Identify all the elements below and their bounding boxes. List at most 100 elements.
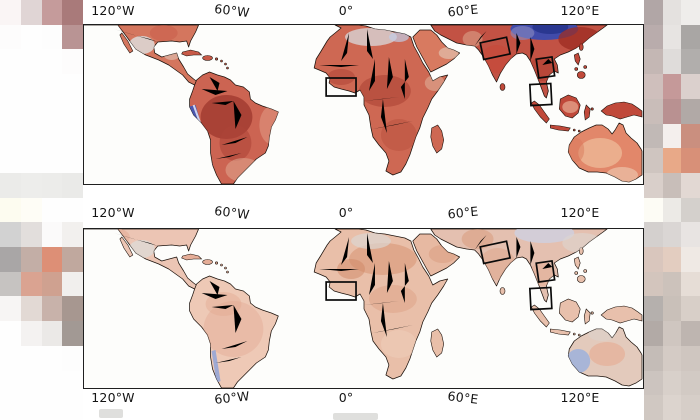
longitude-ticks-middle: 120°W 60°W 0° 60°E 120°E xyxy=(0,203,700,225)
mosaic-cell xyxy=(662,74,682,99)
mosaic-cell xyxy=(0,296,21,322)
mosaic-cell xyxy=(681,74,700,99)
tick-label: 120°E xyxy=(560,390,600,405)
mosaic-cell xyxy=(0,98,21,124)
mosaic-cell xyxy=(681,24,700,50)
mosaic-cell xyxy=(662,271,682,297)
mosaic-cell xyxy=(62,0,83,25)
mosaic-cell xyxy=(0,49,21,75)
mosaic-cell xyxy=(0,24,21,50)
mosaic-cell xyxy=(62,123,83,149)
mosaic-cell xyxy=(62,197,83,223)
mosaic-cell xyxy=(41,49,63,75)
mosaic-cell xyxy=(644,296,663,322)
mosaic-cell xyxy=(662,123,682,149)
mosaic-cell xyxy=(662,0,682,25)
map-panel-bottom xyxy=(83,228,644,389)
tick-label: 60°W xyxy=(213,388,251,407)
mosaic-cell xyxy=(681,98,700,124)
mosaic-cell xyxy=(662,370,682,396)
mosaic-cell xyxy=(41,345,63,371)
mosaic-cell xyxy=(20,24,42,50)
mosaic-cell xyxy=(681,271,700,297)
mosaic-cell xyxy=(662,49,682,75)
mosaic-cell xyxy=(644,98,663,124)
mosaic-cell xyxy=(20,172,42,198)
mosaic-cell xyxy=(41,172,63,198)
tick-label: 60°E xyxy=(446,388,480,407)
mosaic-cell xyxy=(20,271,42,297)
mosaic-cell xyxy=(644,395,663,420)
mosaic-cell xyxy=(41,247,63,272)
mosaic-cell xyxy=(0,197,21,223)
tick-label: 120°E xyxy=(560,205,600,220)
mosaic-cell xyxy=(644,321,663,346)
mosaic-cell xyxy=(41,370,63,396)
artifact-blip xyxy=(99,409,123,418)
mosaic-cell xyxy=(662,148,682,173)
artifact-blip xyxy=(333,413,378,420)
mosaic-cell xyxy=(41,0,63,25)
mosaic-cell xyxy=(62,345,83,371)
mosaic-cell xyxy=(20,296,42,322)
mosaic-cell xyxy=(662,98,682,124)
mosaic-cell xyxy=(20,49,42,75)
mosaic-cell xyxy=(62,271,83,297)
map-panel-top xyxy=(83,24,644,185)
mosaic-cell xyxy=(0,222,21,248)
mosaic-cell xyxy=(20,0,42,25)
mosaic-cell xyxy=(0,395,21,420)
mosaic-cell xyxy=(62,148,83,173)
mosaic-cell xyxy=(62,98,83,124)
mosaic-cell xyxy=(681,197,700,223)
mosaic-cell xyxy=(0,271,21,297)
mosaic-cell xyxy=(62,24,83,50)
mosaic-cell xyxy=(681,172,700,198)
mosaic-cell xyxy=(644,222,663,248)
tick-label: 120°W xyxy=(91,390,135,405)
mosaic-cell xyxy=(644,148,663,173)
mosaic-cell xyxy=(644,24,663,50)
tick-label: 120°W xyxy=(91,205,135,220)
mosaic-cell xyxy=(41,321,63,346)
tick-label: 60°E xyxy=(446,203,480,222)
mosaic-cell xyxy=(644,172,663,198)
mosaic-cell xyxy=(662,24,682,50)
mosaic-cell xyxy=(41,74,63,99)
tick-label: 120°W xyxy=(91,3,135,18)
mosaic-cell xyxy=(662,247,682,272)
mosaic-cell xyxy=(644,370,663,396)
mosaic-cell xyxy=(0,370,21,396)
mosaic-cell xyxy=(681,247,700,272)
mosaic-cell xyxy=(41,123,63,149)
mosaic-cell xyxy=(20,98,42,124)
mosaic-cell xyxy=(681,345,700,371)
tick-label: 60°E xyxy=(446,1,480,20)
tick-label: 60°W xyxy=(213,0,251,21)
mosaic-cell xyxy=(62,395,83,420)
mosaic-cell xyxy=(662,395,682,420)
mosaic-cell xyxy=(644,345,663,371)
pixelated-edge-left xyxy=(0,0,83,420)
mosaic-cell xyxy=(662,345,682,371)
mosaic-cell xyxy=(0,0,21,25)
mosaic-cell xyxy=(41,296,63,322)
mosaic-cell xyxy=(681,49,700,75)
mosaic-cell xyxy=(644,49,663,75)
mosaic-cell xyxy=(662,197,682,223)
mosaic-cell xyxy=(662,222,682,248)
mosaic-cell xyxy=(20,197,42,223)
mosaic-cell xyxy=(681,296,700,322)
mosaic-cell xyxy=(62,296,83,322)
mosaic-cell xyxy=(681,148,700,173)
longitude-ticks-top: 120°W 60°W 0° 60°E 120°E xyxy=(0,0,700,23)
longitude-ticks-bottom: 120°W 60°W 0° 60°E 120°E xyxy=(0,388,700,410)
mosaic-cell xyxy=(644,123,663,149)
mosaic-cell xyxy=(662,172,682,198)
mosaic-cell xyxy=(20,345,42,371)
anomaly-patches-arabia xyxy=(438,47,459,59)
mosaic-cell xyxy=(0,345,21,371)
mosaic-cell xyxy=(62,172,83,198)
mosaic-cell xyxy=(62,222,83,248)
